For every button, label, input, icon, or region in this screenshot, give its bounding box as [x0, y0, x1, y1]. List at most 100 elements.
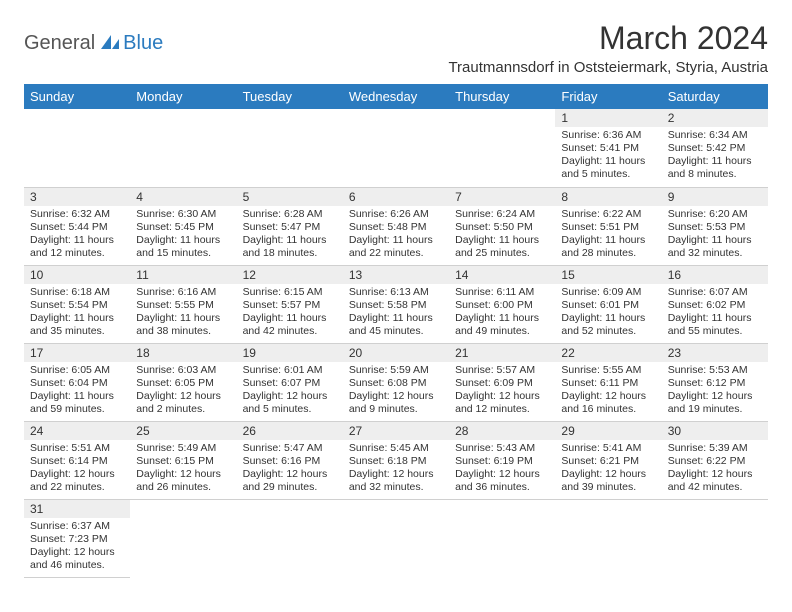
calendar-cell [237, 109, 343, 187]
calendar-body: 1Sunrise: 6:36 AMSunset: 5:41 PMDaylight… [24, 109, 768, 577]
day-number: 19 [237, 344, 343, 362]
day-details: Sunrise: 5:41 AMSunset: 6:21 PMDaylight:… [555, 440, 661, 499]
day-number: 1 [555, 109, 661, 127]
daylight-line: Daylight: 12 hours and 29 minutes. [243, 468, 328, 493]
daylight-line: Daylight: 11 hours and 8 minutes. [668, 155, 752, 180]
day-details: Sunrise: 6:22 AMSunset: 5:51 PMDaylight:… [555, 206, 661, 265]
calendar-cell [24, 109, 130, 187]
calendar-cell: 30Sunrise: 5:39 AMSunset: 6:22 PMDayligh… [662, 421, 768, 499]
sunset-line: Sunset: 6:05 PM [136, 377, 214, 389]
calendar-cell [343, 109, 449, 187]
calendar-cell: 10Sunrise: 6:18 AMSunset: 5:54 PMDayligh… [24, 265, 130, 343]
sunset-line: Sunset: 6:01 PM [561, 299, 639, 311]
daylight-line: Daylight: 12 hours and 19 minutes. [668, 390, 753, 415]
calendar-table: SundayMondayTuesdayWednesdayThursdayFrid… [24, 84, 768, 578]
daylight-line: Daylight: 11 hours and 38 minutes. [136, 312, 220, 337]
day-details: Sunrise: 6:09 AMSunset: 6:01 PMDaylight:… [555, 284, 661, 343]
calendar-header-row: SundayMondayTuesdayWednesdayThursdayFrid… [24, 84, 768, 109]
sunset-line: Sunset: 6:07 PM [243, 377, 321, 389]
day-number: 13 [343, 266, 449, 284]
sunset-line: Sunset: 5:50 PM [455, 221, 533, 233]
sunset-line: Sunset: 6:02 PM [668, 299, 746, 311]
daylight-line: Daylight: 12 hours and 32 minutes. [349, 468, 434, 493]
calendar-cell [449, 109, 555, 187]
calendar-cell: 20Sunrise: 5:59 AMSunset: 6:08 PMDayligh… [343, 343, 449, 421]
day-number: 31 [24, 500, 130, 518]
calendar-cell: 26Sunrise: 5:47 AMSunset: 6:16 PMDayligh… [237, 421, 343, 499]
daylight-line: Daylight: 12 hours and 16 minutes. [561, 390, 646, 415]
day-number: 21 [449, 344, 555, 362]
calendar-cell: 18Sunrise: 6:03 AMSunset: 6:05 PMDayligh… [130, 343, 236, 421]
day-number: 26 [237, 422, 343, 440]
weekday-header: Wednesday [343, 84, 449, 109]
day-details: Sunrise: 6:32 AMSunset: 5:44 PMDaylight:… [24, 206, 130, 265]
sunset-line: Sunset: 5:44 PM [30, 221, 108, 233]
calendar-cell: 24Sunrise: 5:51 AMSunset: 6:14 PMDayligh… [24, 421, 130, 499]
daylight-line: Daylight: 11 hours and 45 minutes. [349, 312, 433, 337]
day-number: 30 [662, 422, 768, 440]
day-details: Sunrise: 6:24 AMSunset: 5:50 PMDaylight:… [449, 206, 555, 265]
daylight-line: Daylight: 11 hours and 32 minutes. [668, 234, 752, 259]
day-details: Sunrise: 5:39 AMSunset: 6:22 PMDaylight:… [662, 440, 768, 499]
calendar-cell: 9Sunrise: 6:20 AMSunset: 5:53 PMDaylight… [662, 187, 768, 265]
day-details: Sunrise: 6:11 AMSunset: 6:00 PMDaylight:… [449, 284, 555, 343]
daylight-line: Daylight: 11 hours and 15 minutes. [136, 234, 220, 259]
day-number: 20 [343, 344, 449, 362]
sunrise-line: Sunrise: 6:07 AM [668, 286, 748, 298]
daylight-line: Daylight: 11 hours and 52 minutes. [561, 312, 645, 337]
sunrise-line: Sunrise: 6:13 AM [349, 286, 429, 298]
day-number: 5 [237, 188, 343, 206]
calendar-cell: 17Sunrise: 6:05 AMSunset: 6:04 PMDayligh… [24, 343, 130, 421]
sunset-line: Sunset: 6:14 PM [30, 455, 108, 467]
weekday-header: Friday [555, 84, 661, 109]
daylight-line: Daylight: 12 hours and 5 minutes. [243, 390, 328, 415]
daylight-line: Daylight: 11 hours and 5 minutes. [561, 155, 645, 180]
day-details: Sunrise: 6:26 AMSunset: 5:48 PMDaylight:… [343, 206, 449, 265]
sunrise-line: Sunrise: 5:55 AM [561, 364, 641, 376]
sunset-line: Sunset: 5:58 PM [349, 299, 427, 311]
sunrise-line: Sunrise: 6:05 AM [30, 364, 110, 376]
sunrise-line: Sunrise: 6:24 AM [455, 208, 535, 220]
sunset-line: Sunset: 6:19 PM [455, 455, 533, 467]
day-details: Sunrise: 6:13 AMSunset: 5:58 PMDaylight:… [343, 284, 449, 343]
daylight-line: Daylight: 11 hours and 28 minutes. [561, 234, 645, 259]
day-details: Sunrise: 6:34 AMSunset: 5:42 PMDaylight:… [662, 127, 768, 186]
sunrise-line: Sunrise: 6:34 AM [668, 129, 748, 141]
sunrise-line: Sunrise: 5:59 AM [349, 364, 429, 376]
calendar-cell: 2Sunrise: 6:34 AMSunset: 5:42 PMDaylight… [662, 109, 768, 187]
calendar-cell: 5Sunrise: 6:28 AMSunset: 5:47 PMDaylight… [237, 187, 343, 265]
day-details: Sunrise: 5:53 AMSunset: 6:12 PMDaylight:… [662, 362, 768, 421]
calendar-cell: 7Sunrise: 6:24 AMSunset: 5:50 PMDaylight… [449, 187, 555, 265]
logo: General Blue [24, 32, 163, 55]
weekday-header: Thursday [449, 84, 555, 109]
sunset-line: Sunset: 6:11 PM [561, 377, 638, 389]
daylight-line: Daylight: 11 hours and 35 minutes. [30, 312, 114, 337]
day-details: Sunrise: 6:03 AMSunset: 6:05 PMDaylight:… [130, 362, 236, 421]
sunset-line: Sunset: 5:42 PM [668, 142, 746, 154]
sunrise-line: Sunrise: 6:16 AM [136, 286, 216, 298]
sunset-line: Sunset: 6:09 PM [455, 377, 533, 389]
sunset-line: Sunset: 5:41 PM [561, 142, 639, 154]
calendar-cell [555, 499, 661, 577]
sunrise-line: Sunrise: 6:36 AM [561, 129, 641, 141]
daylight-line: Daylight: 12 hours and 26 minutes. [136, 468, 221, 493]
calendar-cell: 12Sunrise: 6:15 AMSunset: 5:57 PMDayligh… [237, 265, 343, 343]
calendar-cell: 4Sunrise: 6:30 AMSunset: 5:45 PMDaylight… [130, 187, 236, 265]
calendar-cell: 25Sunrise: 5:49 AMSunset: 6:15 PMDayligh… [130, 421, 236, 499]
calendar-cell [237, 499, 343, 577]
day-details: Sunrise: 6:07 AMSunset: 6:02 PMDaylight:… [662, 284, 768, 343]
day-details: Sunrise: 6:36 AMSunset: 5:41 PMDaylight:… [555, 127, 661, 186]
calendar-cell: 23Sunrise: 5:53 AMSunset: 6:12 PMDayligh… [662, 343, 768, 421]
sunrise-line: Sunrise: 6:18 AM [30, 286, 110, 298]
day-number: 24 [24, 422, 130, 440]
sunrise-line: Sunrise: 6:11 AM [455, 286, 534, 298]
logo-text-blue: Blue [123, 32, 163, 55]
daylight-line: Daylight: 12 hours and 2 minutes. [136, 390, 221, 415]
day-number: 16 [662, 266, 768, 284]
day-details: Sunrise: 5:55 AMSunset: 6:11 PMDaylight:… [555, 362, 661, 421]
title-block: March 2024 Trautmannsdorf in Oststeierma… [448, 20, 768, 76]
day-details: Sunrise: 5:47 AMSunset: 6:16 PMDaylight:… [237, 440, 343, 499]
calendar-cell: 19Sunrise: 6:01 AMSunset: 6:07 PMDayligh… [237, 343, 343, 421]
sunrise-line: Sunrise: 6:26 AM [349, 208, 429, 220]
day-details: Sunrise: 6:28 AMSunset: 5:47 PMDaylight:… [237, 206, 343, 265]
